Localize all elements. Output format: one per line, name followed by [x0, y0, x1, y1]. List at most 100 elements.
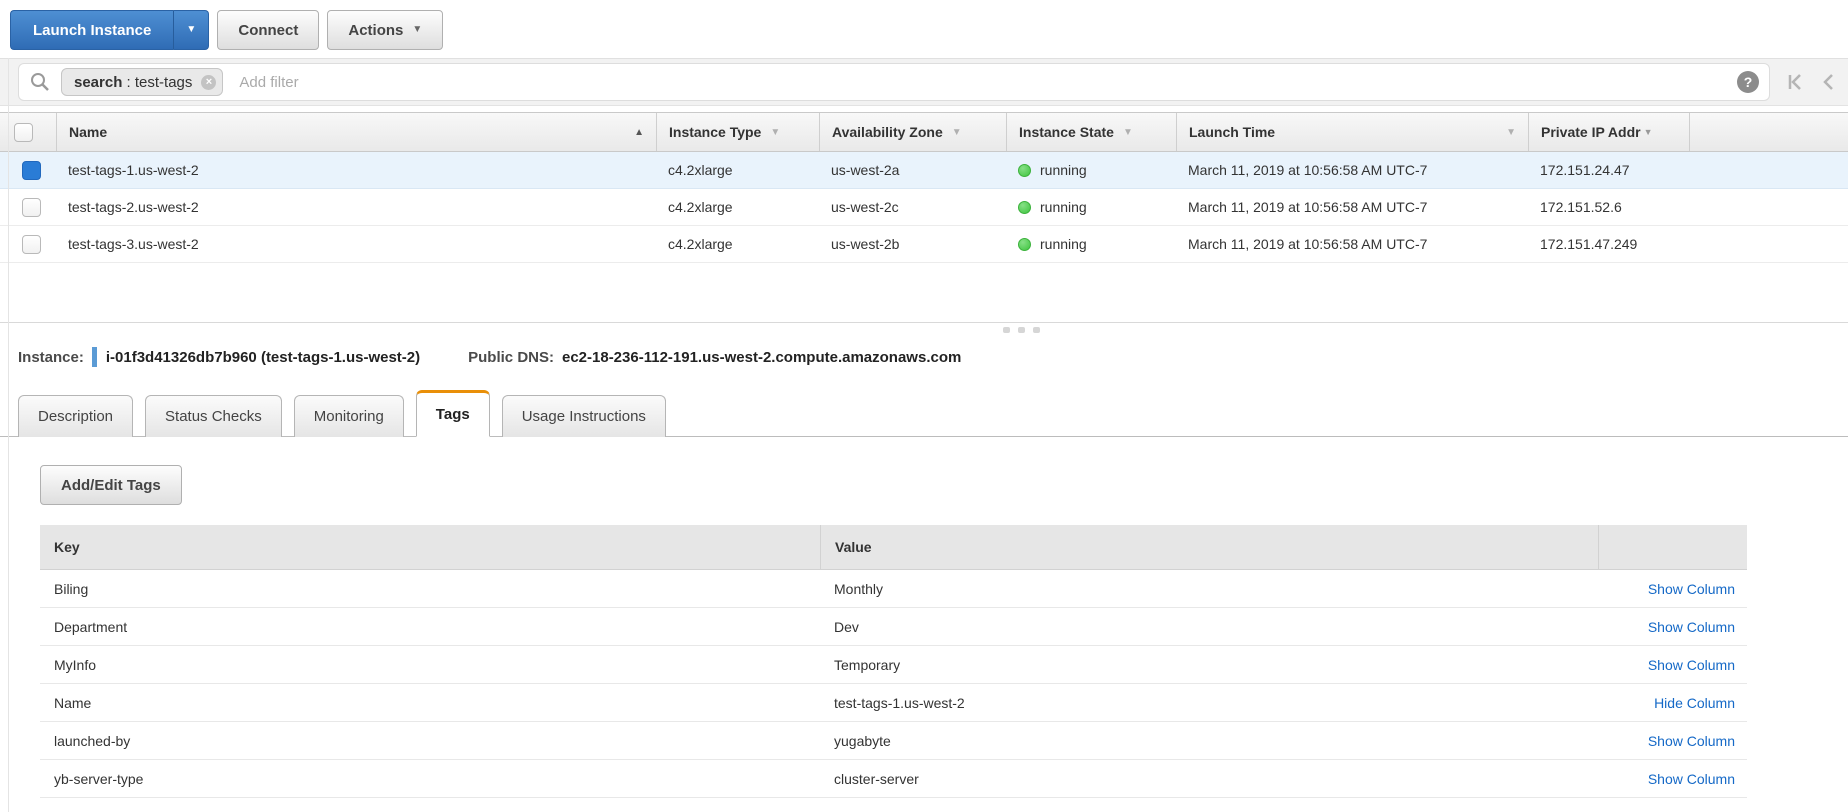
cell-launch-time: March 11, 2019 at 10:56:58 AM UTC-7 [1188, 162, 1428, 178]
cell-instance-state: running [1040, 199, 1087, 215]
public-dns-label: Public DNS: [468, 348, 554, 366]
tag-row: Name test-tags-1.us-west-2 Hide Column [40, 684, 1747, 722]
cell-private-ip: 172.151.52.6 [1540, 199, 1622, 215]
show-column-link[interactable]: Show Column [1647, 732, 1735, 749]
launch-instance-menu-button[interactable]: ▼ [173, 10, 210, 50]
cell-instance-type: c4.2xlarge [668, 162, 733, 178]
panel-left-edge [8, 58, 9, 812]
select-all-checkbox[interactable] [14, 122, 33, 142]
column-header-name[interactable]: Name ▲ [56, 113, 656, 151]
tags-column-header-value: Value [820, 525, 1598, 569]
cell-private-ip: 172.151.24.47 [1540, 162, 1630, 178]
tag-key: Name [54, 694, 92, 711]
remove-filter-icon[interactable]: × [201, 75, 217, 90]
table-row[interactable]: test-tags-1.us-west-2 c4.2xlarge us-west… [0, 152, 1848, 189]
tags-panel: Add/Edit Tags Key Value Biling Monthly S… [0, 437, 1848, 798]
column-header-private-ip[interactable]: Private IP Addr ▼ [1528, 113, 1689, 151]
connect-button[interactable]: Connect [217, 10, 320, 50]
running-status-icon [1018, 163, 1031, 177]
actions-button-label: Actions [348, 21, 404, 39]
tag-key: MyInfo [54, 656, 97, 673]
instances-table-header: Name ▲ Instance Type ▼ Availability Zone… [0, 112, 1848, 152]
sort-ascending-icon: ▲ [634, 126, 644, 138]
column-header-instance-type[interactable]: Instance Type ▼ [656, 113, 819, 151]
tag-value: test-tags-1.us-west-2 [834, 694, 965, 711]
tag-row: launched-by yugabyte Show Column [40, 722, 1747, 760]
cell-availability-zone: us-west-2c [831, 199, 899, 215]
filter-strip: search : test-tags × Add filter ? [0, 58, 1848, 106]
tab-tags[interactable]: Tags [415, 390, 490, 437]
instance-detail-header: Instance: i-01f3d41326db7b960 (test-tags… [0, 335, 1848, 379]
instance-id: i-01f3d41326db7b960 (test-tags-1.us-west… [105, 348, 421, 366]
tab-usage-instructions[interactable]: Usage Instructions [501, 395, 666, 437]
chevron-down-icon: ▼ [186, 24, 197, 35]
filter-tag-value: : test-tags [122, 73, 193, 91]
chevron-down-icon: ▼ [1643, 127, 1653, 137]
cell-launch-time: March 11, 2019 at 10:56:58 AM UTC-7 [1188, 236, 1428, 252]
chevron-down-icon: ▼ [412, 24, 423, 35]
drag-handle-icon[interactable] [1003, 327, 1040, 333]
chevron-down-icon: ▼ [770, 126, 781, 138]
help-icon[interactable]: ? [1737, 71, 1759, 93]
tag-row: yb-server-type cluster-server Show Colum… [40, 760, 1747, 798]
tag-value: Dev [834, 618, 859, 635]
cell-instance-state: running [1040, 162, 1087, 178]
tab-status-checks[interactable]: Status Checks [145, 395, 282, 437]
tag-key: yb-server-type [54, 770, 144, 787]
table-row[interactable]: test-tags-2.us-west-2 c4.2xlarge us-west… [0, 189, 1848, 226]
chevron-down-icon: ▼ [951, 126, 962, 138]
cell-availability-zone: us-west-2a [831, 162, 900, 178]
instance-label: Instance: [18, 348, 84, 366]
cell-private-ip: 172.151.47.249 [1540, 236, 1638, 252]
row-checkbox[interactable] [22, 234, 41, 254]
launch-instance-button[interactable]: Launch Instance [10, 10, 174, 50]
panel-resize-handle[interactable] [0, 322, 1848, 335]
column-header-instance-state[interactable]: Instance State ▼ [1006, 113, 1176, 151]
previous-page-icon[interactable] [1818, 71, 1840, 93]
row-checkbox[interactable] [22, 160, 41, 180]
tab-description[interactable]: Description [18, 395, 134, 437]
toolbar: Launch Instance ▼ Connect Actions ▼ [0, 0, 1848, 58]
tag-key: launched-by [54, 732, 131, 749]
show-column-link[interactable]: Show Column [1647, 656, 1735, 673]
pagination-controls [1784, 71, 1840, 93]
tag-row: Department Dev Show Column [40, 608, 1747, 646]
running-status-icon [1018, 200, 1031, 214]
tag-value: Temporary [834, 656, 901, 673]
first-page-icon[interactable] [1784, 71, 1806, 93]
search-filter-box[interactable]: search : test-tags × Add filter ? [18, 63, 1770, 101]
chevron-down-icon: ▼ [1506, 126, 1516, 138]
table-row[interactable]: test-tags-3.us-west-2 c4.2xlarge us-west… [0, 226, 1848, 263]
actions-button[interactable]: Actions ▼ [327, 10, 444, 50]
add-edit-tags-button[interactable]: Add/Edit Tags [40, 465, 182, 505]
filter-tag-key: search [74, 73, 123, 91]
cell-name: test-tags-1.us-west-2 [68, 162, 199, 178]
cell-instance-state: running [1040, 236, 1087, 252]
tag-value: cluster-server [834, 770, 919, 787]
tags-table-header: Key Value [40, 525, 1747, 570]
select-all-cell [0, 113, 56, 151]
cell-availability-zone: us-west-2b [831, 236, 900, 252]
tags-column-header-key: Key [54, 539, 80, 555]
add-filter-input[interactable]: Add filter [239, 73, 299, 91]
public-dns-value: ec2-18-236-112-191.us-west-2.compute.ama… [561, 348, 962, 366]
cell-instance-type: c4.2xlarge [668, 236, 733, 252]
tag-row: Biling Monthly Show Column [40, 570, 1747, 608]
tab-monitoring[interactable]: Monitoring [293, 395, 404, 437]
show-column-link[interactable]: Show Column [1647, 770, 1735, 787]
launch-instance-button-group: Launch Instance ▼ [10, 10, 210, 50]
column-header-launch-time[interactable]: Launch Time ▼ [1176, 113, 1528, 151]
row-checkbox[interactable] [22, 197, 41, 217]
search-icon [29, 71, 51, 93]
tag-value: yugabyte [834, 732, 891, 749]
cell-name: test-tags-3.us-west-2 [68, 236, 199, 252]
running-status-icon [1018, 237, 1031, 251]
hide-column-link[interactable]: Hide Column [1654, 694, 1735, 711]
column-header-availability-zone[interactable]: Availability Zone ▼ [819, 113, 1006, 151]
tags-column-header-actions [1598, 525, 1747, 569]
show-column-link[interactable]: Show Column [1647, 618, 1735, 635]
show-column-link[interactable]: Show Column [1647, 580, 1735, 597]
tag-value: Monthly [834, 580, 884, 597]
filter-tag[interactable]: search : test-tags × [61, 68, 224, 96]
